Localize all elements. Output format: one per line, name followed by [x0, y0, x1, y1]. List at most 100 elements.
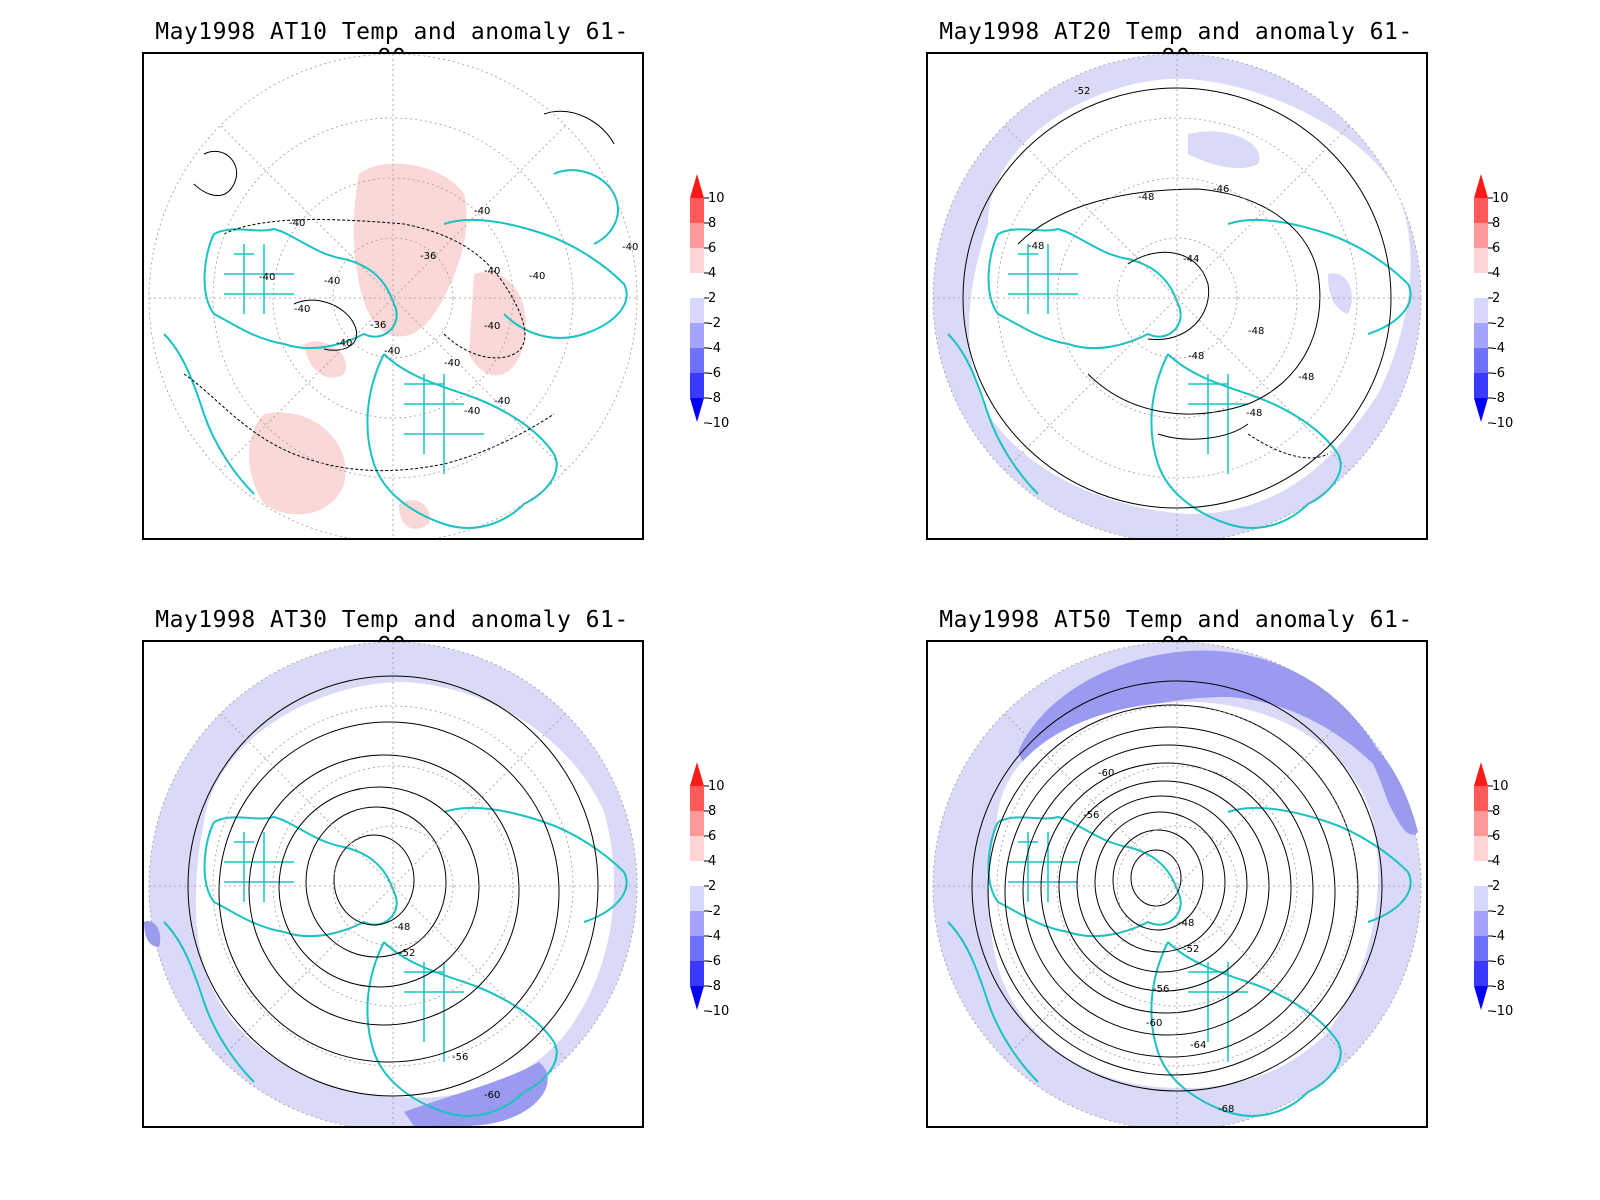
colorbar-segment	[1474, 373, 1488, 398]
colorbar-svg: 10 8 6 4 2 -2 -4 -6 -8 -10	[1474, 762, 1513, 1019]
colorbar-label: -6	[708, 366, 721, 381]
colorbar-label: -8	[708, 391, 721, 406]
colorbar-segment	[1474, 936, 1488, 961]
colorbar-segment	[1474, 811, 1488, 836]
colorbar-label: 8	[708, 216, 716, 231]
contour-labels: -60 -56 -48 -52 -56 -60 -64 -68	[1083, 768, 1234, 1115]
contour-label: -40	[294, 304, 310, 315]
colorbar-label: -8	[708, 979, 721, 994]
contour-label: -48	[1248, 326, 1264, 337]
colorbar-label: 2	[1492, 879, 1500, 894]
colorbar-segment	[690, 273, 704, 298]
colorbar-label: 6	[708, 829, 716, 844]
colorbar-label: -6	[1492, 954, 1505, 969]
contour-label: -36	[420, 251, 436, 262]
colorbar-segment	[690, 861, 704, 886]
colorbar-label: 6	[708, 241, 716, 256]
colorbar-segment	[690, 348, 704, 373]
colorbar-label: 6	[1492, 241, 1500, 256]
anomaly-shading	[249, 163, 526, 529]
contour-label: -40	[384, 346, 400, 357]
colorbar-label: -10	[1492, 1004, 1513, 1019]
colorbar-arrow-up	[1474, 762, 1488, 786]
colorbar-label: -4	[708, 341, 721, 356]
colorbar-label: 8	[708, 804, 716, 819]
contour-label: -52	[1183, 944, 1199, 955]
colorbar-label: 6	[1492, 829, 1500, 844]
colorbar-label: 4	[1492, 854, 1500, 869]
colorbar-segment	[690, 786, 704, 811]
colorbar-segment	[1474, 223, 1488, 248]
colorbar-segment	[1474, 273, 1488, 298]
colorbar-arrow-down	[1474, 986, 1488, 1010]
colorbar-arrow-down	[690, 398, 704, 422]
colorbar-segment	[1474, 348, 1488, 373]
colorbar-segment	[690, 373, 704, 398]
colorbar-label: -4	[1492, 929, 1505, 944]
colorbar-segment	[690, 936, 704, 961]
contour-label: -40	[474, 206, 490, 217]
contour-label: -40	[494, 396, 510, 407]
colorbar-label: -4	[1492, 341, 1505, 356]
contour-label: -40	[259, 272, 275, 283]
contour-label: -40	[336, 338, 352, 349]
colorbar-segment	[1474, 198, 1488, 223]
colorbar-segment	[690, 811, 704, 836]
colorbar-segment	[690, 911, 704, 936]
colorbar-segment	[1474, 786, 1488, 811]
colorbar-label: -8	[1492, 391, 1505, 406]
contour-label: -56	[1083, 810, 1099, 821]
contour-label: -48	[1246, 408, 1262, 419]
contour-label: -40	[622, 242, 638, 253]
contour-labels: -52 -48 -46 -48 -44 -48 -48 -48 -48	[1028, 86, 1314, 419]
contour-label: -64	[1190, 1040, 1206, 1051]
colorbar-label: -10	[708, 416, 729, 431]
colorbar-at10: 10 8 6 4 2 -2 -4 -6 -8 -10	[686, 170, 746, 450]
colorbar-segment	[1474, 886, 1488, 911]
contour-label: -48	[1298, 372, 1314, 383]
contour-labels: -48 -52 -56 -60	[394, 922, 500, 1101]
contour-label: -46	[1213, 184, 1229, 195]
colorbar-svg: 10 8 6 4 2 -2 -4 -6 -8 -10	[690, 174, 729, 431]
panel-title-at20: May1998 AT20 Temp and anomaly 61-90	[939, 19, 1413, 71]
colorbar-label: 2	[708, 291, 716, 306]
map-at10: -40 -40 -40 -40 -40 -40 -40 -40 -40 -40 …	[142, 52, 644, 540]
colorbar-at50: 10 8 6 4 2 -2 -4 -6 -8 -10	[1470, 758, 1530, 1038]
contour-label: -48	[1138, 192, 1154, 203]
colorbar-at30: 10 8 6 4 2 -2 -4 -6 -8 -10	[686, 758, 746, 1038]
contour-label: -44	[1183, 254, 1199, 265]
colorbar-segment	[1474, 298, 1488, 323]
colorbar-label: -4	[708, 929, 721, 944]
colorbar-at20: 10 8 6 4 2 -2 -4 -6 -8 -10	[1470, 170, 1530, 450]
contour-label: -48	[1188, 351, 1204, 362]
colorbar-segment	[690, 223, 704, 248]
colorbar-segment	[690, 198, 704, 223]
colorbar-segment	[690, 248, 704, 273]
colorbar-label: -2	[1492, 316, 1505, 331]
colorbar-segment	[1474, 861, 1488, 886]
colorbar-label: 2	[708, 879, 716, 894]
contour-label: -40	[289, 218, 305, 229]
contour-labels: -40 -40 -40 -40 -40 -40 -40 -40 -40 -40 …	[259, 206, 638, 417]
colorbar-label: 4	[708, 266, 716, 281]
colorbar-label: -2	[1492, 904, 1505, 919]
contour-label: -48	[1028, 241, 1044, 252]
colorbar-label: -10	[1492, 416, 1513, 431]
colorbar-label: -2	[708, 316, 721, 331]
contour-label: -48	[394, 922, 410, 933]
colorbar-label: -6	[708, 954, 721, 969]
colorbar-label: -8	[1492, 979, 1505, 994]
colorbar-segment	[1474, 911, 1488, 936]
colorbar-label: 10	[1492, 191, 1509, 206]
coastlines	[163, 169, 628, 529]
map-at20: -52 -48 -46 -48 -44 -48 -48 -48 -48	[926, 52, 1428, 540]
colorbar-svg: 10 8 6 4 2 -2 -4 -6 -8 -10	[690, 762, 729, 1019]
colorbar-label: 2	[1492, 291, 1500, 306]
contour-label: -56	[1153, 984, 1169, 995]
colorbar-label: 4	[1492, 266, 1500, 281]
colorbar-label: -6	[1492, 366, 1505, 381]
contour-label: -40	[484, 266, 500, 277]
colorbar-segment	[690, 836, 704, 861]
contour-label: -40	[324, 276, 340, 287]
colorbar-segment	[690, 323, 704, 348]
